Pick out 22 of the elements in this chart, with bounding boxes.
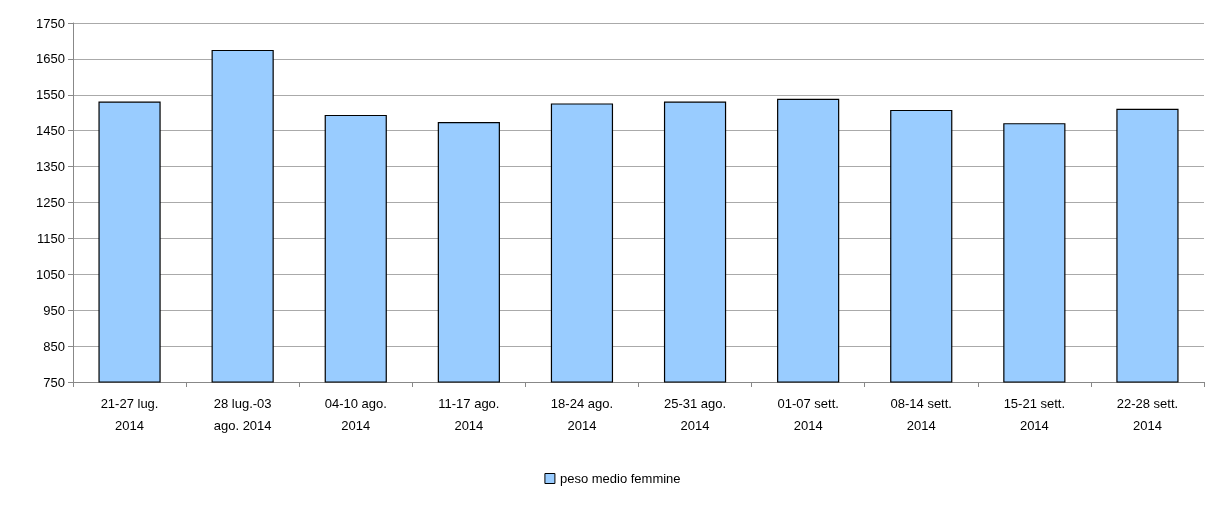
y-tick-label: 850	[43, 338, 65, 354]
x-tick-label: 22-28 sett. 2014	[1116, 395, 1179, 433]
y-tick-label: 1050	[36, 266, 65, 282]
x-tick-label: 25-31 ago. 2014	[663, 395, 727, 433]
legend-label: peso medio femmine	[559, 471, 681, 486]
y-tick-label: 750	[43, 374, 65, 390]
x-tick-label: 15-21 sett. 2014	[1003, 395, 1066, 433]
y-tick-label: 1550	[36, 87, 65, 103]
x-tick-label: 21-27 lug. 2014	[100, 395, 159, 433]
y-tick-label: 950	[43, 302, 65, 318]
x-tick-label: 11-17 ago. 2014	[438, 395, 500, 433]
x-tick-label: 04-10 ago. 2014	[324, 395, 387, 433]
y-tick-label: 1750	[36, 15, 65, 31]
y-tick-label: 1650	[36, 51, 65, 67]
x-tick-label: 08-14 sett. 2014	[890, 395, 952, 433]
y-tick-label: 1450	[36, 123, 65, 139]
x-tick-label: 01-07 sett. 2014	[777, 395, 839, 433]
y-tick-label: 1150	[37, 230, 65, 246]
x-tick-label: 18-24 ago. 2014	[550, 395, 614, 433]
y-tick-label: 1250	[36, 195, 65, 210]
x-tick-label: 28 lug.-03 ago. 2014	[213, 395, 272, 433]
y-tick-label: 1350	[36, 159, 65, 175]
